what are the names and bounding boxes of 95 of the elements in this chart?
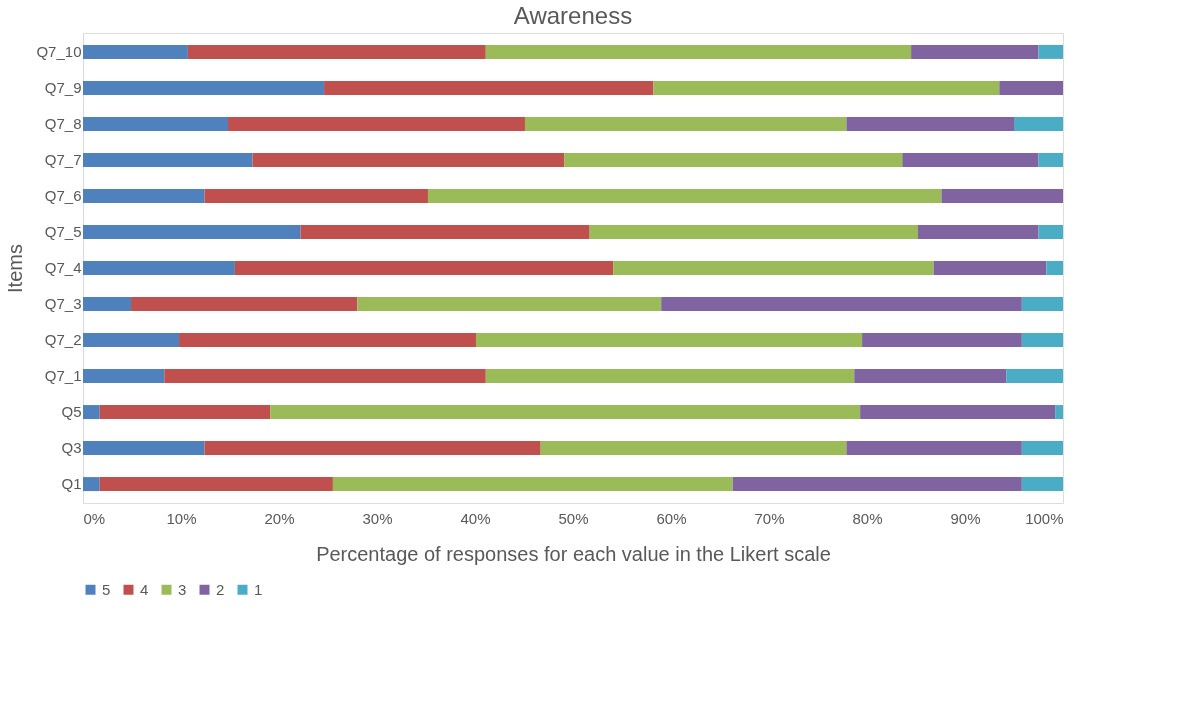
bar <box>179 333 476 348</box>
bar <box>270 405 861 420</box>
bar <box>228 116 525 131</box>
x-tick-label: 10% <box>166 509 197 527</box>
x-tick-label: 40% <box>460 509 491 527</box>
bar <box>860 405 1056 420</box>
bar <box>131 297 358 312</box>
bar <box>83 477 100 492</box>
legend-label: 3 <box>178 580 187 598</box>
bar <box>485 44 912 59</box>
x-tick-label: 100% <box>1025 509 1064 527</box>
bar <box>1021 297 1063 312</box>
y-tick-label: Q7_10 <box>36 42 82 60</box>
bar <box>846 441 1022 456</box>
bar <box>83 297 132 312</box>
y-tick-label: Q5 <box>61 403 82 421</box>
bar <box>427 188 942 203</box>
bar <box>99 477 333 492</box>
bar <box>653 80 1000 95</box>
bar <box>661 297 1022 312</box>
y-tick-label: Q7_6 <box>44 186 82 204</box>
x-tick-label: 70% <box>754 509 785 527</box>
x-axis-title: Percentage of responses for each value in the Likert scale <box>316 542 831 565</box>
bar <box>83 333 180 348</box>
legend-label: 1 <box>254 580 263 598</box>
bar <box>1038 152 1063 167</box>
bar <box>300 224 590 239</box>
bar <box>1055 405 1063 420</box>
bar <box>485 369 855 384</box>
bar <box>83 405 100 420</box>
bar <box>1021 333 1063 348</box>
bar <box>564 152 903 167</box>
bar <box>1038 224 1063 239</box>
bar <box>862 333 1022 348</box>
bar <box>83 188 205 203</box>
y-tick-label: Q3 <box>61 439 82 457</box>
bar <box>902 152 1039 167</box>
bar <box>99 405 271 420</box>
bar <box>846 116 1014 131</box>
y-tick-label: Q7_5 <box>44 222 82 240</box>
bar <box>1006 369 1063 384</box>
bar <box>83 224 301 239</box>
bar <box>732 477 1022 492</box>
y-tick-label: Q7_8 <box>44 114 82 132</box>
legend-label: 5 <box>102 580 111 598</box>
chart-title: Awareness <box>513 2 633 29</box>
bar <box>475 333 863 348</box>
bar <box>83 441 205 456</box>
bar <box>917 224 1039 239</box>
y-tick-label: Q7_4 <box>44 259 82 276</box>
bar <box>164 369 486 384</box>
bar <box>1021 441 1063 456</box>
x-tick-label: 80% <box>852 509 883 527</box>
bar <box>1046 261 1063 275</box>
bar <box>933 261 1047 275</box>
legend-label: 2 <box>216 580 225 598</box>
bar <box>83 116 229 131</box>
y-tick-label: Q7_7 <box>44 150 82 168</box>
bar <box>187 44 486 59</box>
bar <box>1021 477 1063 492</box>
x-tick-label: 90% <box>950 509 981 527</box>
x-tick-label: 20% <box>264 509 295 527</box>
y-tick-label: Q1 <box>61 475 82 493</box>
bar <box>204 188 428 203</box>
bar <box>911 44 1039 59</box>
y-tick-label: Q7_1 <box>44 367 82 385</box>
bar <box>589 224 918 239</box>
legend-label: 4 <box>140 580 149 598</box>
y-axis-title: Items <box>4 244 27 293</box>
bar <box>941 188 1063 203</box>
bar <box>83 44 188 59</box>
bar <box>204 441 541 456</box>
bar <box>613 261 934 275</box>
bar <box>357 297 662 312</box>
bar <box>854 369 1007 384</box>
x-tick-label: 0% <box>83 509 106 527</box>
bar <box>1014 116 1063 131</box>
bar <box>252 152 565 167</box>
x-tick-label: 50% <box>558 509 589 527</box>
bar <box>83 152 253 167</box>
y-tick-label: Q7_2 <box>44 331 82 349</box>
x-tick-label: 30% <box>362 509 393 527</box>
bar <box>540 441 847 456</box>
bar <box>234 261 614 275</box>
bar <box>524 116 847 131</box>
bar <box>1038 44 1063 59</box>
bar <box>83 261 235 275</box>
x-tick-label: 60% <box>656 509 687 527</box>
bar <box>83 369 165 384</box>
y-tick-label: Q7_3 <box>44 295 82 313</box>
bar <box>83 80 325 95</box>
bar <box>324 80 654 95</box>
y-tick-label: Q7_9 <box>44 78 82 96</box>
bar <box>999 80 1063 95</box>
bar <box>332 477 733 492</box>
